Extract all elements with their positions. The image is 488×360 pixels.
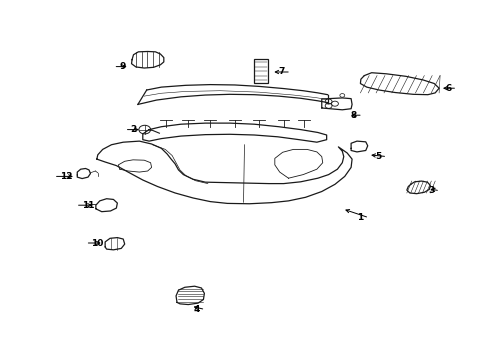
Text: 8: 8 — [350, 111, 356, 120]
Text: 12: 12 — [60, 172, 72, 181]
Text: 4: 4 — [193, 305, 199, 314]
Text: 6: 6 — [444, 84, 450, 93]
Text: 2: 2 — [130, 125, 137, 134]
Text: 5: 5 — [374, 152, 381, 161]
Text: 10: 10 — [91, 238, 103, 248]
Text: 7: 7 — [278, 68, 285, 77]
Text: 3: 3 — [427, 186, 433, 195]
Text: 1: 1 — [356, 213, 363, 222]
Text: 11: 11 — [81, 201, 94, 210]
Bar — [253, 59, 268, 83]
Text: 9: 9 — [119, 62, 125, 71]
